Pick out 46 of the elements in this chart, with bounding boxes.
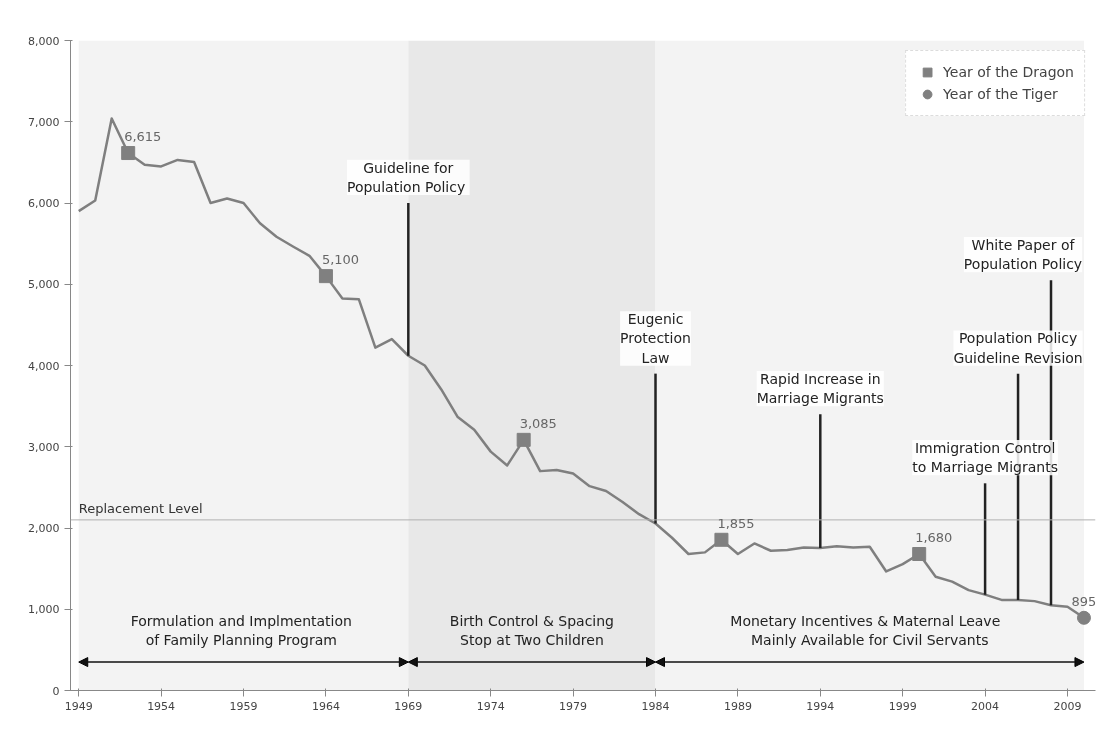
annotation: White Paper of Population Policy [963,236,1083,273]
x-tick-label: 1959 [229,699,258,713]
annotation: Population Policy Guideline Revision [953,330,1083,366]
annotation: Rapid Increase in Marriage Migrants [756,371,884,407]
x-tick-label: 1954 [147,699,176,713]
y-tick-label: 3,000 [28,440,60,454]
point [318,269,333,284]
x-tick-label: 1964 [311,699,340,713]
y-tick-label: 6,000 [28,197,60,210]
legend-label: Year of the Dragon [943,64,1074,80]
x-tick-label: 2004 [971,699,1000,713]
point [714,532,729,547]
y-tick-label: 0 [52,684,60,698]
ref-line-label: Replacement Level [78,500,203,516]
x-tick-label: 1949 [64,699,93,713]
y-tick-label: 2,000 [28,522,60,535]
data-label: 1,855 [717,515,755,531]
band-label: Monetary Incentives & Maternal Leave Mainly Available for Civil Servants [730,612,1001,649]
legend-label: Year of the Tiger [943,86,1058,102]
point [121,146,136,161]
x-tick-label: 1984 [641,699,670,713]
annotation: Immigration Control to Marriage Migrants [912,440,1058,476]
data-label: 895 [1071,593,1097,609]
point [912,547,927,561]
x-tick-label: 1999 [888,699,917,713]
data-label: 6,615 [124,129,162,145]
x-tick-label: 1979 [559,699,588,713]
data-label: 1,680 [915,530,953,545]
data-label: 5,100 [321,252,360,268]
annotation: Guideline for Population Policy [346,159,466,195]
band-label: Birth Control & Spacing Stop at Two Children [449,612,615,649]
y-tick-label: 7,000 [28,115,60,129]
y-tick-label: 1,000 [28,603,60,617]
point [516,432,531,447]
y-tick-label: 4,000 [28,359,60,373]
x-tick-label: 1989 [723,699,752,713]
x-tick-label: 1974 [476,699,505,713]
band-label: Formulation and Implmentation of Family Planning Program [130,612,352,649]
data-label: 3,085 [519,415,557,431]
y-tick-label: 8,000 [28,34,60,48]
annotation: Eugenic Protection Law [620,311,691,366]
x-tick-label: 1969 [394,699,423,713]
x-tick-label: 2009 [1053,699,1082,713]
y-tick-label: 5,000 [28,278,60,292]
x-tick-label: 1994 [806,699,835,713]
point [1076,610,1091,625]
